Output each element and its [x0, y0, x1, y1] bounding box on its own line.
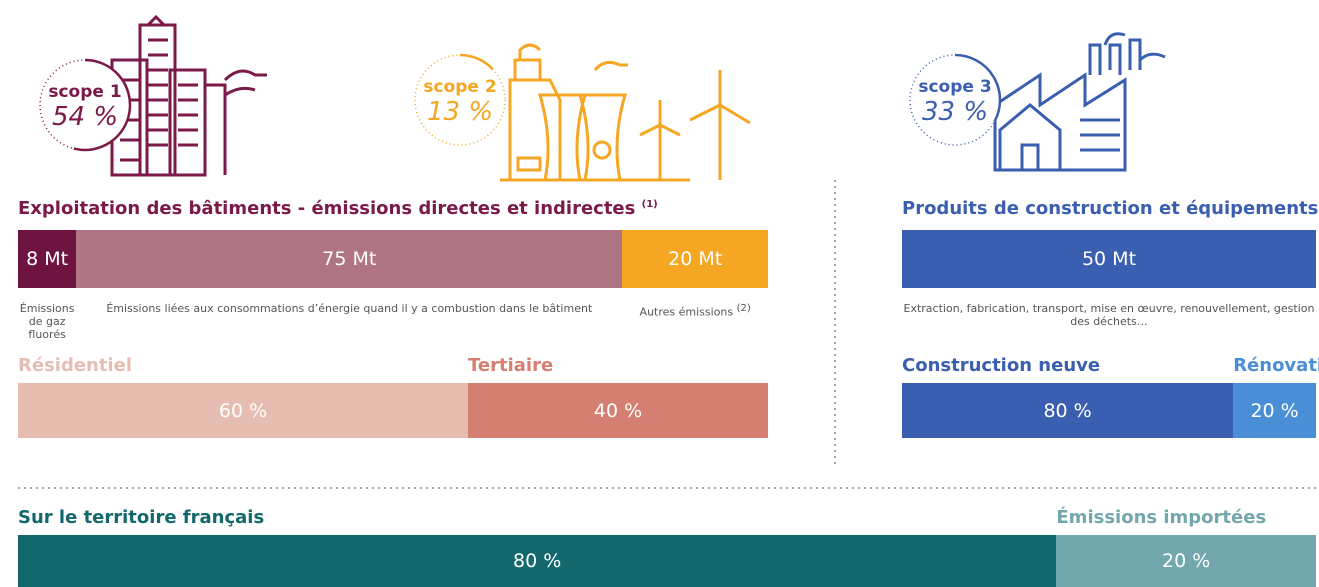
caption-text: Émissions de gaz fluorés [20, 302, 75, 341]
caption-text: Émissions liées aux consommations d’éner… [106, 302, 592, 315]
caption-text: Autres émissions [640, 306, 734, 319]
heading: Exploitation des bâtiments - émissions d… [18, 198, 658, 219]
segment-name: Résidentiel [18, 355, 132, 376]
segment-caption: Extraction, fabrication, transport, mise… [902, 302, 1316, 328]
segment-label: 20 % [1056, 535, 1316, 587]
segment-label: 20 % [1233, 383, 1316, 438]
segment-name: Tertiaire [468, 355, 553, 376]
segment-name: Émissions importées [1056, 507, 1266, 528]
segment-label: 80 % [18, 535, 1056, 587]
segment-caption: Émissions liées aux consommations d’éner… [76, 302, 622, 315]
segment-label: 20 Mt [622, 230, 768, 288]
power-plant-icon [500, 45, 750, 180]
segment-label: 80 % [902, 383, 1233, 438]
segment-label: 8 Mt [18, 230, 76, 288]
infographic: scope 154 % scope 213 % scope 333 % Exploi… [0, 0, 1319, 587]
heading: Produits de construction et équipements [902, 198, 1318, 219]
footnote-ref: (1) [642, 199, 658, 210]
segment-caption: Émissions de gaz fluorés [18, 302, 76, 341]
segment-name: Construction neuve [902, 355, 1100, 376]
segment-label: 60 % [18, 383, 468, 438]
segment-name: Sur le territoire français [18, 507, 264, 528]
segment-label: 40 % [468, 383, 768, 438]
scope-share: 13 % [427, 97, 493, 127]
scope-label: scope 1 [48, 82, 121, 102]
factory-icon [995, 34, 1165, 170]
scope-label: scope 2 [423, 77, 496, 97]
footnote-ref: (2) [737, 303, 751, 314]
illustrations: scope 154 % scope 213 % scope 333 % [0, 0, 1319, 587]
caption-text: Extraction, fabrication, transport, mise… [904, 302, 1315, 328]
scope-share: 33 % [922, 97, 988, 127]
segment-name: Rénovation [1233, 355, 1319, 376]
buildings-icon [112, 17, 267, 175]
scope-share: 54 % [52, 102, 118, 132]
segment-label: 50 Mt [902, 230, 1316, 288]
heading-text: Exploitation des bâtiments - émissions d… [18, 198, 635, 219]
segment-caption: Autres émissions (2) [622, 302, 768, 319]
scope-label: scope 3 [918, 77, 991, 97]
segment-label: 75 Mt [76, 230, 622, 288]
